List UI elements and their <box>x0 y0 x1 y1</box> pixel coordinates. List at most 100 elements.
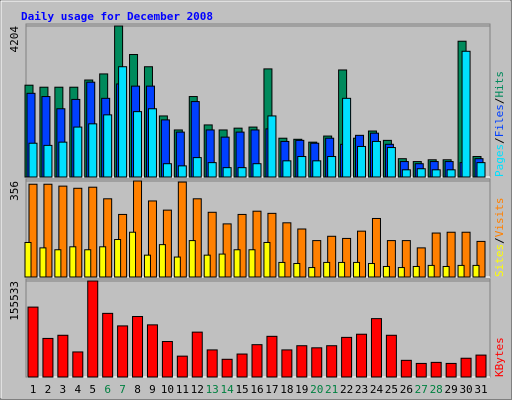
chart-title: Daily usage for December 2008 <box>21 10 213 23</box>
bar <box>431 169 441 178</box>
bar <box>461 50 471 178</box>
bar <box>222 167 232 178</box>
bar <box>252 163 262 178</box>
bar <box>416 168 426 178</box>
bar <box>401 240 411 278</box>
bar <box>357 145 367 178</box>
bar <box>72 351 84 378</box>
bar <box>191 331 203 378</box>
bar <box>430 361 442 378</box>
bar <box>218 253 226 278</box>
bar <box>133 111 143 178</box>
bar <box>73 187 83 278</box>
bar <box>221 358 233 378</box>
bar <box>237 167 247 178</box>
x-tick-label: 16 <box>250 383 263 396</box>
x-tick-label: 4 <box>74 383 81 396</box>
bar <box>327 156 337 178</box>
bar <box>461 231 471 278</box>
bar <box>58 185 68 278</box>
bar <box>282 160 292 178</box>
bar <box>267 115 277 178</box>
bar <box>293 263 301 278</box>
x-tick-label: 10 <box>161 383 174 396</box>
bar <box>176 355 188 378</box>
bar <box>281 349 293 378</box>
bar <box>162 163 172 178</box>
bar <box>192 198 202 278</box>
legend-entry: Files <box>493 104 506 137</box>
x-tick-label: 2 <box>45 383 52 396</box>
y-tick-label: 155533 <box>8 281 21 321</box>
legend-separator: / <box>493 98 506 105</box>
bar <box>371 217 381 278</box>
bar <box>43 144 53 178</box>
legend-entry: Pages <box>493 144 506 177</box>
bar <box>39 247 47 278</box>
legend-separator: / <box>493 137 506 144</box>
x-tick-label: 20 <box>310 383 323 396</box>
bar <box>353 261 361 278</box>
bar <box>476 240 486 278</box>
legend-separator: / <box>493 237 506 244</box>
x-tick-label: 19 <box>295 383 308 396</box>
x-tick-label: 14 <box>221 383 235 396</box>
bar <box>266 335 278 378</box>
bar <box>236 353 248 378</box>
bar <box>356 333 368 378</box>
bar <box>133 180 143 278</box>
legend-entry: Hits <box>493 71 506 98</box>
bar <box>132 316 144 378</box>
legend: Pages/Files/Hits <box>493 71 506 177</box>
x-tick-label: 11 <box>176 383 189 396</box>
bar <box>323 261 331 278</box>
bar <box>460 357 472 378</box>
bar <box>146 324 158 378</box>
legend-entry: KBytes <box>493 337 506 377</box>
bar <box>42 337 54 378</box>
bar <box>311 347 323 378</box>
bar <box>87 280 99 378</box>
bar <box>296 345 308 378</box>
x-tick-label: 15 <box>235 383 248 396</box>
x-tick-label: 22 <box>340 383 353 396</box>
bar <box>412 265 420 278</box>
bar <box>129 231 137 278</box>
y-tick-label: 4204 <box>8 26 21 53</box>
x-tick-label: 18 <box>280 383 293 396</box>
bar <box>326 345 338 378</box>
bar <box>397 267 405 278</box>
bar <box>192 157 202 178</box>
x-tick-label: 25 <box>385 383 398 396</box>
bar <box>416 247 426 278</box>
bar <box>43 183 53 278</box>
bar <box>207 211 217 278</box>
legend-entry: Visits <box>493 198 506 238</box>
bar <box>263 241 271 278</box>
x-tick-label: 28 <box>430 383 443 396</box>
bar <box>233 249 241 278</box>
x-tick-label: 8 <box>134 383 141 396</box>
bar <box>386 147 396 178</box>
x-tick-label: 21 <box>325 383 338 396</box>
bar <box>312 160 322 178</box>
x-tick-label: 12 <box>191 383 204 396</box>
bar <box>472 264 480 278</box>
x-tick-label: 31 <box>474 383 487 396</box>
x-tick-label: 30 <box>459 383 472 396</box>
x-tick-label: 26 <box>400 383 413 396</box>
bar <box>206 349 218 378</box>
bar <box>188 240 196 278</box>
bar <box>88 186 98 278</box>
bar <box>248 249 256 278</box>
bar <box>147 200 157 278</box>
bar <box>457 264 465 278</box>
bar <box>99 246 107 278</box>
bar <box>84 249 92 278</box>
bar <box>222 223 232 278</box>
bar <box>357 230 367 278</box>
legend-entry: Sites <box>493 244 506 277</box>
bar <box>442 265 450 278</box>
bar <box>297 228 307 278</box>
bar <box>117 325 129 378</box>
